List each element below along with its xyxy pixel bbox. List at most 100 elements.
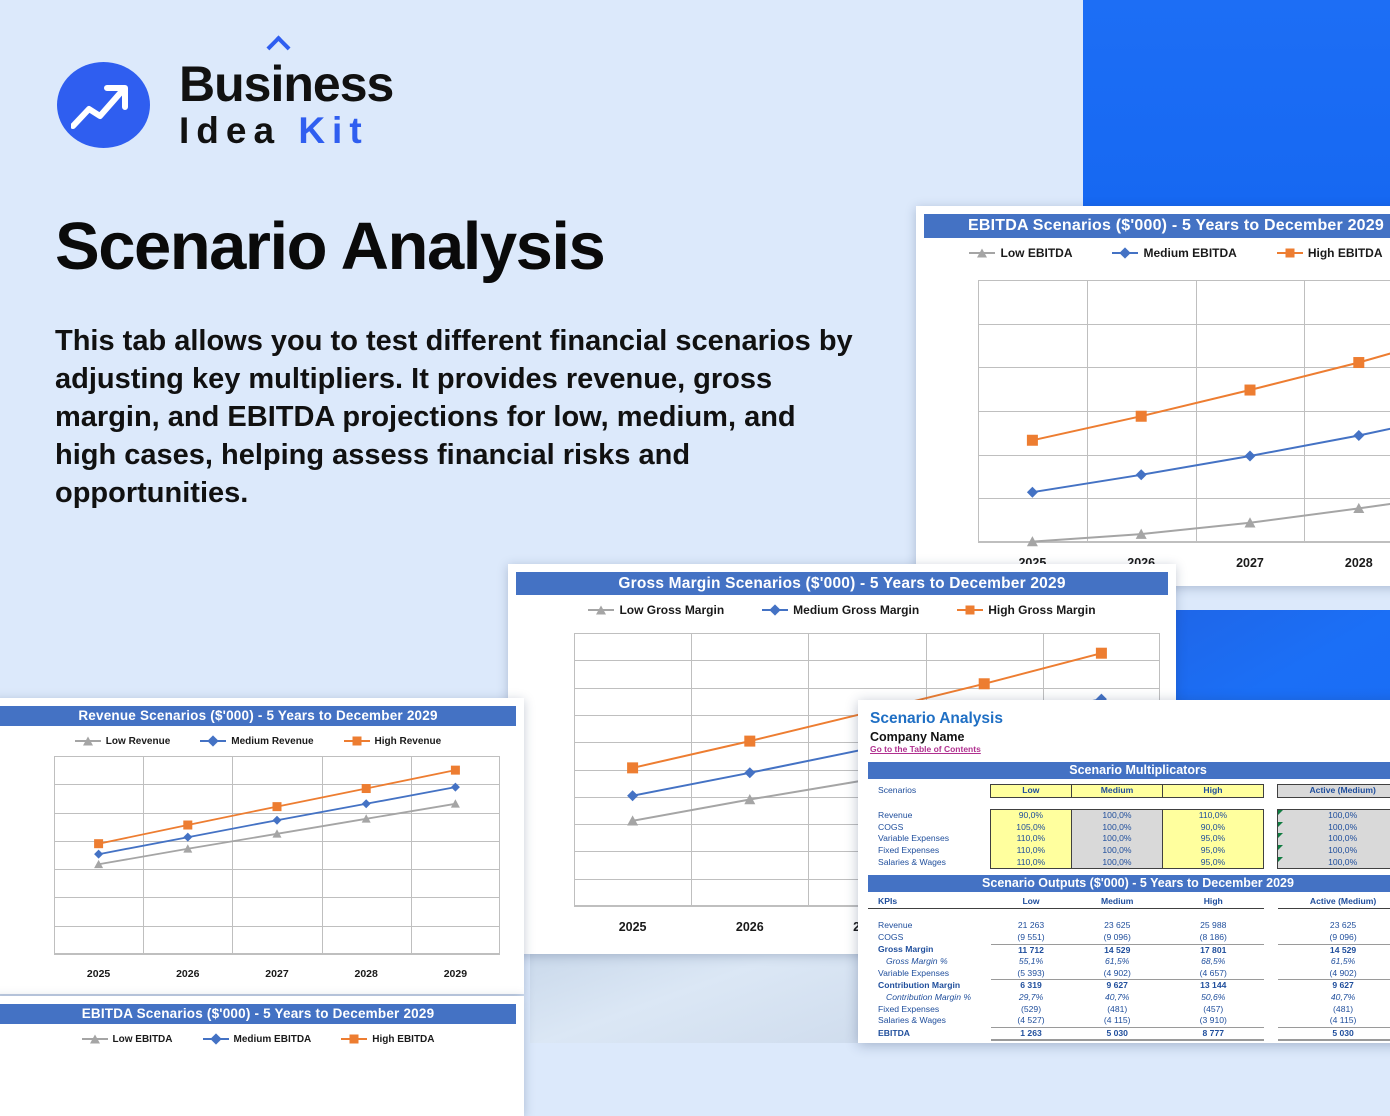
gridline-h — [54, 925, 500, 927]
multiplier-medium[interactable]: 100,0% — [1070, 844, 1163, 857]
multiplier-row[interactable]: COGS 105,0% 100,0% 90,0% 100,0% — [868, 821, 1390, 834]
multiplier-high[interactable]: 110,0% — [1162, 809, 1264, 822]
multiplier-row[interactable]: Revenue 90,0% 100,0% 110,0% 100,0% — [868, 809, 1390, 822]
legend-item-0: Low EBITDA — [969, 246, 1072, 260]
multiplier-label: COGS — [878, 821, 904, 832]
multiplier-low[interactable]: 110,0% — [989, 833, 1072, 845]
outputs-header-row: KPIs Low Medium High Active (Medium) — [868, 896, 1390, 909]
output-high: 50,6% — [1201, 991, 1226, 1002]
output-active: 5 030 — [1278, 1026, 1390, 1042]
output-high: (4 657) — [1199, 967, 1227, 978]
output-label: Salaries & Wages — [878, 1015, 946, 1026]
x-axis-tick-label: 2028 — [1344, 556, 1373, 570]
multiplier-row[interactable]: Fixed Expenses 110,0% 100,0% 95,0% 100,0… — [868, 844, 1390, 857]
multiplier-active[interactable]: 100,0% — [1277, 809, 1390, 822]
multipliers-col-header-high[interactable]: High — [1162, 784, 1264, 798]
chart-title: EBITDA Scenarios ($'000) - 5 Years to De… — [0, 1004, 516, 1024]
output-high: 17 801 — [1162, 943, 1264, 957]
gridline-h — [54, 756, 500, 757]
gridline-h — [574, 633, 1160, 634]
output-medium: 61,5% — [1105, 956, 1130, 967]
multipliers-header-row: Scenarios Low Medium High Active (Medium) — [868, 784, 1390, 798]
multiplier-row[interactable]: Salaries & Wages 110,0% 100,0% 95,0% 100… — [868, 856, 1390, 870]
multiplier-medium[interactable]: 100,0% — [1070, 833, 1163, 845]
legend-label: Low Revenue — [105, 735, 171, 747]
multiplier-low[interactable]: 105,0% — [989, 821, 1072, 834]
gridline-h — [54, 897, 500, 899]
legend-label: High EBITDA — [1307, 246, 1383, 260]
gridline-v — [410, 756, 412, 954]
output-medium: (4 902) — [1103, 967, 1131, 978]
scenario-multiplicators-band: Scenario Multiplicators — [868, 762, 1390, 779]
output-row: Fixed Expenses (529) (481) (457) (481) — [868, 1004, 1390, 1016]
page-description: This tab allows you to test different fi… — [55, 325, 853, 509]
output-row: EBITDA 1 263 5 030 8 777 5 030 — [868, 1026, 1390, 1042]
chart-plot-area — [54, 756, 500, 955]
x-axis-tick-label: 2029 — [443, 968, 468, 980]
multiplier-low[interactable]: 110,0% — [989, 856, 1072, 870]
multipliers-col-header-active[interactable]: Active (Medium) — [1277, 784, 1390, 798]
spacer-cell — [1263, 833, 1278, 845]
multiplier-medium[interactable]: 100,0% — [1070, 809, 1163, 822]
gridline-h — [574, 687, 1160, 689]
gridline-h — [54, 869, 500, 871]
chart-title: Revenue Scenarios ($'000) - 5 Years to D… — [0, 706, 516, 726]
decorative-gradient-panel — [530, 948, 875, 1043]
brand-idea-word: Idea — [179, 110, 299, 151]
output-label: Gross Margin — [878, 944, 934, 955]
legend-label: Medium Gross Margin — [793, 603, 920, 617]
chart-series-group — [94, 765, 460, 869]
scenario-analysis-sheet[interactable]: Scenario Analysis Company Name Go to the… — [858, 700, 1390, 1043]
x-axis-tick-label: 2026 — [735, 920, 764, 934]
gridline-h — [54, 784, 500, 786]
outputs-col-header-low: Low — [990, 896, 1072, 909]
gridline-v — [232, 756, 234, 954]
multipliers-col-header-medium[interactable]: Medium — [1070, 784, 1164, 798]
chart-card-ebitda-top: EBITDA Scenarios ($'000) - 5 Years to De… — [916, 206, 1390, 586]
output-medium: (9 096) — [1103, 931, 1131, 942]
output-row: Salaries & Wages (4 527) (4 115) (3 910)… — [868, 1015, 1390, 1027]
output-medium: (4 115) — [1103, 1015, 1131, 1026]
multiplier-high[interactable]: 95,0% — [1162, 856, 1264, 870]
multiplier-active[interactable]: 100,0% — [1277, 856, 1390, 870]
output-low: 21 263 — [1017, 920, 1045, 931]
multiplier-low[interactable]: 110,0% — [989, 844, 1072, 857]
multiplier-medium[interactable]: 100,0% — [1070, 856, 1163, 870]
page-title: Scenario Analysis — [55, 209, 606, 284]
decorative-blue-block-top — [1083, 0, 1390, 206]
chart-plot-area — [978, 280, 1390, 547]
multipliers-col-header-low[interactable]: Low — [989, 784, 1072, 798]
gridline-h — [978, 280, 1390, 281]
legend-item-1: Medium EBITDA — [202, 1033, 311, 1045]
scenario-outputs-table[interactable]: KPIs Low Medium High Active (Medium) Reven… — [868, 896, 1390, 1042]
output-active: 61,5% — [1330, 956, 1356, 967]
chart-title: EBITDA Scenarios ($'000) - 5 Years to De… — [924, 214, 1390, 238]
multiplier-active[interactable]: 100,0% — [1277, 844, 1390, 857]
x-axis-tick-label: 2025 — [618, 920, 647, 934]
multiplier-medium[interactable]: 100,0% — [1070, 821, 1163, 834]
output-low: 1 263 — [990, 1026, 1072, 1042]
chart-series-group — [1026, 352, 1390, 547]
output-low: (529) — [1021, 1003, 1042, 1014]
multiplier-active[interactable]: 100,0% — [1277, 833, 1390, 845]
gridline-h — [978, 542, 1390, 543]
scenario-multiplicators-table[interactable]: Scenarios Low Medium High Active (Medium) … — [868, 784, 1390, 870]
legend-label: Low Gross Margin — [619, 603, 725, 617]
table-of-contents-link[interactable]: Go to the Table of Contents — [870, 744, 981, 754]
output-row: Variable Expenses (5 393) (4 902) (4 657… — [868, 968, 1390, 980]
chart-title: Gross Margin Scenarios ($'000) - 5 Years… — [516, 572, 1168, 595]
legend-label: Medium EBITDA — [1143, 246, 1237, 260]
multiplier-high[interactable]: 95,0% — [1162, 833, 1264, 845]
multiplier-high[interactable]: 90,0% — [1162, 821, 1264, 834]
multiplier-active[interactable]: 100,0% — [1277, 821, 1390, 834]
outputs-col-header-active: Active (Medium) — [1278, 896, 1390, 909]
output-active: 9 627 — [1278, 979, 1390, 992]
chart-card-revenue: Revenue Scenarios ($'000) - 5 Years to D… — [0, 698, 524, 994]
multiplier-low[interactable]: 90,0% — [989, 809, 1072, 822]
multiplier-row[interactable]: Variable Expenses 110,0% 100,0% 95,0% 10… — [868, 833, 1390, 845]
spacer-cell — [1264, 1015, 1279, 1027]
x-axis-tick-label: 2028 — [354, 968, 378, 980]
kpi-header: KPIs — [868, 896, 991, 909]
output-low: (9 551) — [1017, 931, 1045, 942]
multiplier-high[interactable]: 95,0% — [1162, 844, 1264, 857]
